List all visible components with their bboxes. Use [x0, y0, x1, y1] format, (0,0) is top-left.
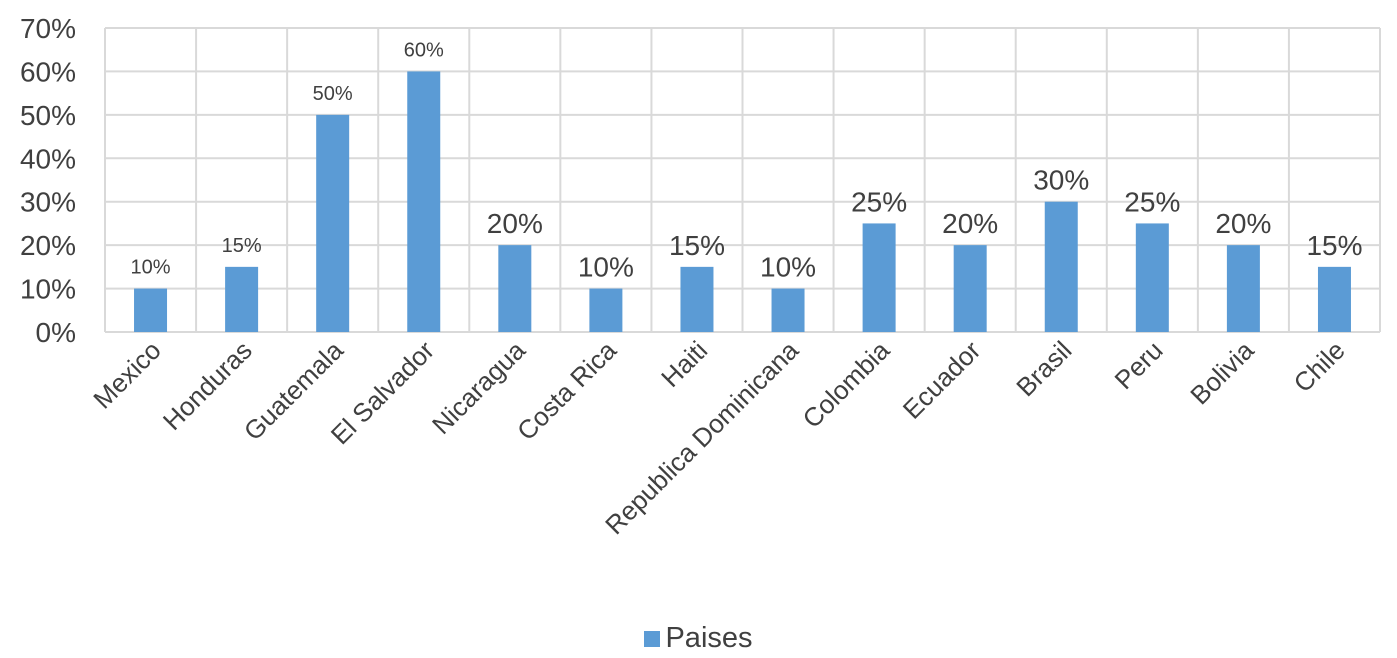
y-tick-label: 0% — [36, 317, 76, 348]
legend-swatch — [644, 630, 661, 647]
bar-costa-rica — [589, 288, 623, 332]
data-label: 15% — [669, 230, 725, 261]
y-tick-label: 60% — [20, 56, 76, 87]
y-tick-label: 10% — [20, 274, 76, 305]
bar-ecuador — [953, 245, 987, 332]
bar-nicaragua — [498, 245, 532, 332]
data-label: 30% — [1033, 165, 1089, 196]
data-label: 20% — [942, 208, 998, 239]
data-labels: 10% 15% 50% 60% 20% 10% 15% 10% 25% 20% 30% 25% 20% 1… — [131, 39, 1363, 282]
bar-chart: 10% 15% 50% 60% 20% 10% 15% 10% 25% 20% 30% 25% 20% 1… — [20, 13, 1381, 541]
bar-el-salvador — [407, 71, 441, 332]
bar-guatemala — [316, 114, 350, 332]
x-tick-label: Brasil — [1010, 335, 1077, 402]
legend: Paises — [0, 622, 1397, 655]
data-label: 25% — [1124, 186, 1180, 217]
bar-brasil — [1044, 201, 1078, 332]
data-label: 15% — [222, 235, 262, 257]
x-tick-label: Haiti — [655, 335, 713, 393]
bar-bolivia — [1226, 245, 1260, 332]
data-label: 60% — [404, 39, 444, 61]
y-tick-label: 50% — [20, 100, 76, 131]
legend-label: Paises — [665, 622, 753, 654]
y-tick-label: 70% — [20, 13, 76, 44]
data-label: 20% — [1215, 208, 1271, 239]
data-label: 10% — [131, 257, 171, 279]
x-tick-label: Mexico — [87, 335, 166, 414]
gridlines — [104, 27, 1381, 333]
y-axis-ticks: 0% 10% 20% 30% 40% 50% 60% 70% — [20, 13, 76, 348]
y-tick-label: 30% — [20, 187, 76, 218]
bar-mexico — [134, 288, 168, 332]
bars — [134, 71, 1351, 332]
data-label: 15% — [1306, 230, 1362, 261]
x-tick-label: Costa Rica — [511, 335, 623, 447]
data-label: 10% — [760, 252, 816, 283]
x-tick-label: Chile — [1288, 335, 1351, 398]
y-tick-label: 40% — [20, 143, 76, 174]
x-tick-label: Peru — [1109, 335, 1169, 395]
bar-republica-dominicana — [771, 288, 805, 332]
data-label: 10% — [578, 252, 634, 283]
data-label: 25% — [851, 186, 907, 217]
bar-colombia — [862, 223, 896, 332]
bar-haiti — [680, 266, 714, 332]
bar-honduras — [225, 266, 259, 332]
data-label: 50% — [313, 83, 353, 105]
x-tick-label: Colombia — [796, 335, 895, 434]
bar-chile — [1317, 266, 1351, 332]
x-tick-label: Bolivia — [1184, 335, 1260, 411]
bar-peru — [1135, 223, 1169, 332]
data-label: 20% — [487, 208, 543, 239]
y-tick-label: 20% — [20, 230, 76, 261]
x-tick-label: Ecuador — [897, 335, 987, 425]
